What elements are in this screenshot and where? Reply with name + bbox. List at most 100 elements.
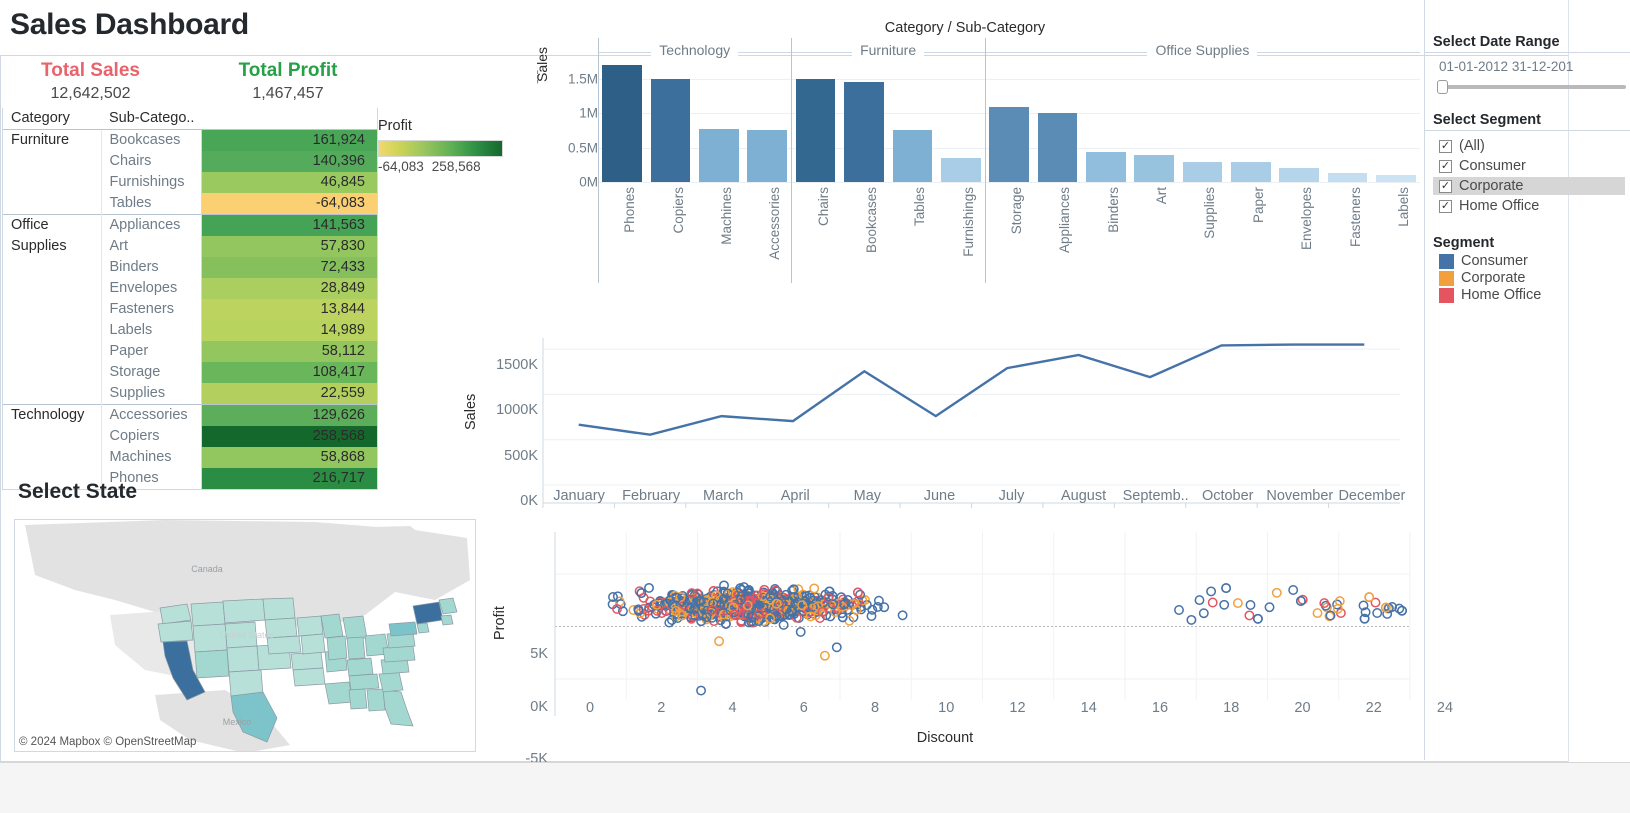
scatter-point[interactable] [788, 584, 799, 595]
table-row[interactable]: Office Appliances 141,563 [3, 214, 377, 236]
scatter-point[interactable] [742, 600, 753, 611]
scatter-point[interactable] [1394, 603, 1405, 614]
bar[interactable] [940, 158, 981, 182]
scatter-point[interactable] [689, 604, 699, 615]
state-north-carolina[interactable] [382, 645, 416, 663]
bar-x-label-slot[interactable]: Appliances [1033, 185, 1081, 285]
bar[interactable] [795, 78, 836, 182]
segment-filter-option[interactable]: ✓ Corporate [1433, 177, 1625, 195]
state-illinois[interactable] [326, 635, 348, 661]
scatter-point[interactable] [790, 598, 801, 609]
bar-slot[interactable] [695, 62, 743, 182]
scatter-point[interactable] [852, 587, 863, 598]
scatter-point[interactable] [809, 583, 820, 594]
scatter-point[interactable] [1219, 599, 1230, 610]
bar[interactable] [892, 129, 933, 182]
table-row[interactable]: Furniture Bookcases 161,924 [3, 129, 377, 151]
scatter-point[interactable] [837, 601, 848, 612]
scatter-point[interactable] [1334, 596, 1345, 607]
bar[interactable] [1182, 162, 1223, 182]
bar-chart-bars[interactable] [598, 62, 1420, 182]
scatter-point[interactable] [1221, 583, 1232, 594]
segment-filter-option[interactable]: ✓ (All) [1439, 137, 1630, 155]
scatter-point[interactable] [708, 598, 719, 609]
bar-x-label-slot[interactable]: Chairs [791, 185, 839, 285]
scatter-point[interactable] [747, 611, 758, 622]
scatter-point[interactable] [671, 605, 681, 616]
bar-slot[interactable] [1178, 62, 1226, 182]
state-iowa[interactable] [300, 633, 326, 655]
bar-slot[interactable] [1323, 62, 1371, 182]
profit-vs-discount-scatter-chart[interactable] [470, 520, 1420, 750]
state-oregon[interactable] [157, 620, 194, 643]
bar-x-label[interactable]: Supplies [1202, 187, 1218, 239]
scatter-point[interactable] [801, 591, 812, 602]
scatter-point[interactable] [1370, 597, 1381, 608]
scatter-point[interactable] [1206, 586, 1217, 597]
state-montana[interactable] [222, 598, 266, 624]
scatter-point[interactable] [638, 604, 649, 614]
bar-slot[interactable] [937, 62, 985, 182]
state-louisiana[interactable] [324, 681, 354, 705]
scatter-point[interactable] [1232, 598, 1243, 609]
scatter-point[interactable] [769, 604, 780, 615]
segment-filter-option[interactable]: ✓ Home Office [1439, 197, 1630, 215]
bar-slot[interactable] [1227, 62, 1275, 182]
bar-x-label-slot[interactable]: Accessories [743, 185, 791, 285]
scatter-point[interactable] [805, 611, 816, 622]
bar-x-label-slot[interactable]: Labels [1372, 185, 1420, 285]
bar[interactable] [1327, 173, 1368, 182]
bar-x-label[interactable]: Chairs [815, 187, 831, 227]
scatter-point[interactable] [736, 594, 747, 605]
scatter-point[interactable] [771, 598, 782, 609]
bar-x-label-slot[interactable]: Copiers [646, 185, 694, 285]
scatter-point[interactable] [758, 602, 769, 613]
bar[interactable] [1376, 174, 1416, 182]
segment-filter-option[interactable]: ✓ Consumer [1439, 157, 1630, 175]
bar-category-band[interactable]: Technology [598, 42, 792, 58]
state-mississippi[interactable] [348, 688, 368, 710]
scatter-point[interactable] [789, 591, 799, 602]
scatter-point[interactable] [1312, 608, 1323, 619]
bar-x-label[interactable]: Storage [1009, 187, 1025, 235]
scatter-point[interactable] [1198, 608, 1209, 619]
scatter-point[interactable] [1372, 608, 1383, 618]
table-row[interactable]: Supplies 22,559 [3, 383, 377, 405]
sort-descending-icon[interactable]: ┆ [534, 70, 542, 84]
scatter-point[interactable] [746, 616, 757, 627]
bar-slot[interactable] [646, 62, 694, 182]
state-kansas[interactable] [290, 651, 324, 671]
scatter-point[interactable] [778, 619, 789, 630]
bar-x-label[interactable]: Art [1154, 187, 1170, 205]
scatter-point[interactable] [1364, 592, 1375, 603]
scatter-point[interactable] [851, 605, 862, 616]
scatter-point[interactable] [714, 636, 725, 647]
checkbox-icon[interactable]: ✓ [1439, 179, 1452, 193]
scatter-point[interactable] [827, 599, 838, 610]
column-header-profit[interactable] [201, 108, 377, 130]
date-slider-handle[interactable] [1437, 80, 1448, 94]
bar-x-label[interactable]: Bookcases [863, 187, 879, 254]
state-oklahoma[interactable] [292, 667, 326, 687]
scatter-point[interactable] [675, 592, 686, 603]
bar[interactable] [747, 129, 788, 182]
scatter-point[interactable] [1288, 585, 1299, 595]
scatter-point[interactable] [839, 599, 850, 610]
band-label[interactable]: Technology [651, 42, 739, 58]
scatter-point[interactable] [666, 615, 677, 625]
bar-x-label-slot[interactable]: Art [1130, 185, 1178, 285]
scatter-point[interactable] [729, 609, 740, 620]
segment-filter-options[interactable]: ✓ (All) ✓ Consumer ✓ Corporate ✓ Home Office [1425, 137, 1630, 215]
scatter-point[interactable] [866, 611, 877, 621]
scatter-point[interactable] [771, 611, 782, 622]
column-header-category[interactable]: Category [3, 108, 101, 130]
scatter-point[interactable] [735, 583, 746, 594]
bar-x-label[interactable]: Appliances [1057, 187, 1073, 254]
bar-x-label[interactable]: Accessories [767, 187, 783, 260]
scatter-point[interactable] [1380, 602, 1391, 613]
scatter-point[interactable] [817, 606, 828, 617]
checkbox-icon[interactable]: ✓ [1439, 139, 1452, 153]
segment-legend-item[interactable]: Home Office [1439, 287, 1630, 303]
scatter-point[interactable] [765, 613, 776, 624]
scatter-point[interactable] [636, 588, 647, 599]
